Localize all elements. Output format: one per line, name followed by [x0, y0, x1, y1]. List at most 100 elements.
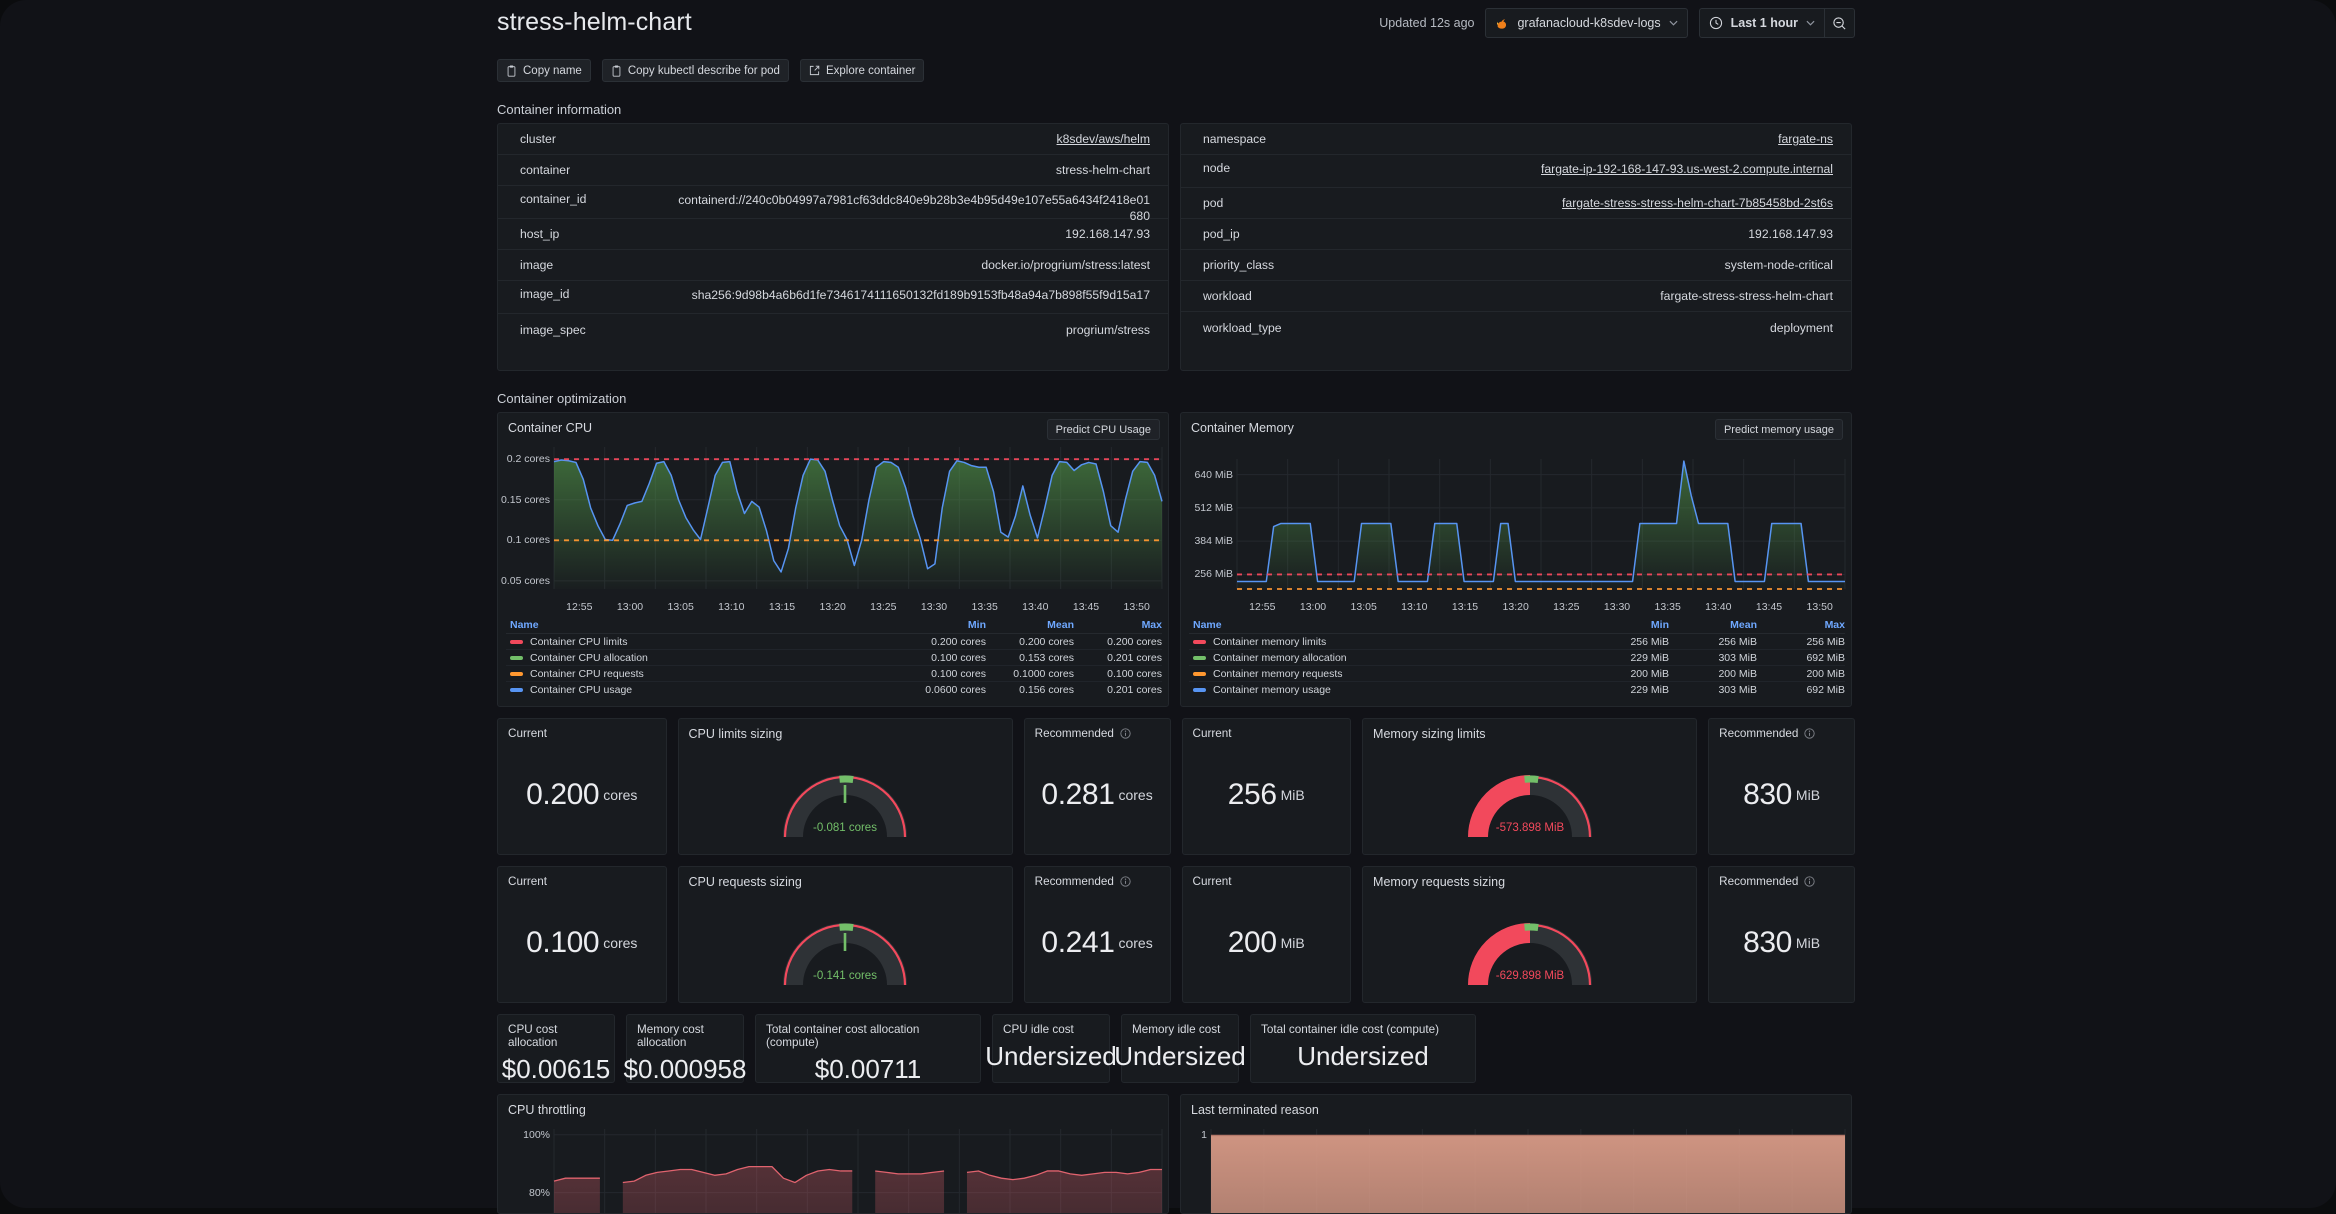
legend-row[interactable]: Container CPU limits 0.200 cores 0.200 cor… [506, 634, 1162, 650]
legend-value-mean: 200 MiB [1718, 667, 1757, 680]
table-cell-value[interactable]: fargate-ns [1356, 131, 1851, 147]
x-axis-tick-label: 13:45 [1755, 601, 1783, 613]
table-cell-key: image_spec [520, 322, 586, 337]
info-circle-icon[interactable] [1804, 876, 1816, 887]
cpu-requests-recommended-value-wrap: 0.241 cores [1025, 888, 1170, 997]
memory-limits-current-unit: MiB [1280, 786, 1305, 803]
info-circle-icon[interactable] [1120, 876, 1131, 887]
legend-row[interactable]: Container CPU requests 0.100 cores 0.1000 … [506, 666, 1162, 682]
legend-color-swatch [1193, 688, 1206, 692]
series-area [554, 1178, 600, 1213]
cpu-throttling-title: CPU throttling [508, 1103, 586, 1117]
legend-series-name[interactable]: Container memory limits [1189, 636, 1581, 648]
clipboard-icon [507, 65, 516, 77]
info-circle-icon[interactable] [1804, 728, 1816, 739]
legend-col-mean[interactable]: Mean [1047, 619, 1074, 631]
legend-row[interactable]: Container CPU allocation 0.100 cores 0.153… [506, 650, 1162, 666]
table-cell-key: image [520, 258, 554, 272]
recommended-label: Recommended [1034, 727, 1114, 740]
legend-series-name[interactable]: Container CPU requests [506, 668, 898, 680]
memory-limits-current-value-wrap: 256 MiB [1183, 740, 1351, 849]
cpu-throttling-plot: 60%80%100% [498, 1121, 1168, 1213]
legend-row[interactable]: Container memory usage 229 MiB 303 MiB 692 … [1189, 682, 1845, 698]
x-axis-tick-label: 13:25 [870, 601, 897, 613]
header-controls: Updated 12s ago grafanacloud-k8sdev-logs… [1379, 8, 1855, 38]
current-label: Current [508, 727, 547, 740]
cpu-requests-current-value-wrap: 0.100 cores [498, 888, 666, 997]
cpu-cost-allocation-value: $0.00615 [501, 1054, 611, 1084]
table-cell-key: pod_ip [1203, 227, 1240, 241]
table-cell-key: host_ip [520, 227, 560, 241]
cpu-limits-recommended-unit: cores [1118, 786, 1153, 803]
time-range-group: Last 1 hour [1698, 8, 1855, 38]
table-cell-value[interactable]: k8sdev/aws/helm [673, 131, 1168, 147]
datasource-picker[interactable]: grafanacloud-k8sdev-logs [1485, 8, 1688, 38]
x-axis-tick-label: 13:05 [667, 601, 694, 613]
cpu-requests-current-unit: cores [603, 934, 638, 951]
legend-col-name[interactable]: Name [1193, 619, 1222, 631]
cpu-limits-gauge: -0.081 cores [765, 741, 925, 853]
memory-requests-recommended-value-wrap: 830 MiB [1709, 888, 1854, 997]
legend-series-label: Container memory usage [1213, 684, 1331, 696]
table-cell-value[interactable]: fargate-stress-stress-helm-chart-7b85458… [1356, 195, 1851, 211]
legend-value-max: 200 MiB [1806, 667, 1845, 680]
memory-requests-sizing-panel: Memory requests sizing -629.898 MiB [1362, 866, 1698, 1003]
copy-name-button[interactable]: Copy name [497, 59, 591, 82]
memory-requests-sizing-title: Memory requests sizing [1373, 875, 1506, 889]
gauge-arc [839, 923, 854, 932]
legend-series-name[interactable]: Container memory usage [1189, 684, 1581, 696]
legend-row[interactable]: Container memory allocation 229 MiB 303 Mi… [1189, 650, 1845, 666]
series-line [966, 1168, 1162, 1181]
legend-row[interactable]: Container CPU usage 0.0600 cores 0.156 cor… [506, 682, 1162, 698]
legend-series-name[interactable]: Container memory requests [1189, 668, 1581, 680]
memory-cost-allocation-value-wrap: $0.000958 [624, 1049, 747, 1090]
legend-series-name[interactable]: Container memory allocation [1189, 652, 1581, 664]
copy-kubectl-describe-button[interactable]: Copy kubectl describe for pod [601, 59, 789, 82]
time-range-picker[interactable]: Last 1 hour [1698, 8, 1824, 38]
legend-series-name[interactable]: Container CPU limits [506, 636, 898, 648]
legend-col-max[interactable]: Max [1141, 619, 1162, 631]
table-cell-link[interactable]: fargate-stress-stress-helm-chart-7b85458… [1562, 196, 1833, 210]
search-minus-icon [1833, 16, 1846, 30]
total-container-cost-allocation-value: $0.00711 [814, 1054, 922, 1084]
predict-cpu-usage-label: Predict CPU Usage [1055, 423, 1151, 436]
total-container-idle-cost-value-wrap: Undersized [1251, 1036, 1475, 1077]
bottom-charts-row: CPU throttling 60%80%100% Last terminate… [497, 1094, 1855, 1214]
cpu-requests-sizing-panel: CPU requests sizing -0.141 cores [677, 866, 1013, 1003]
legend-series-name[interactable]: Container CPU allocation [506, 652, 898, 664]
y-axis-tick-label: 512 MiB [1194, 501, 1233, 514]
total-container-cost-allocation-value-wrap: $0.00711 [756, 1049, 980, 1090]
container-info-left-table: cluster k8sdev/aws/helm container stress-he… [498, 124, 1168, 345]
optimization-charts-row: Container CPU Predict CPU Usage 0.05 cor… [497, 412, 1855, 707]
table-row: workload_type deployment [1181, 312, 1851, 343]
legend-col-min[interactable]: Min [1650, 619, 1669, 631]
legend-value-max: 692 MiB [1806, 651, 1845, 664]
legend-col-name[interactable]: Name [510, 619, 539, 631]
legend-row[interactable]: Container memory requests 200 MiB 200 MiB 2… [1189, 666, 1845, 682]
cpu-limits-current-value-wrap: 0.200 cores [498, 740, 666, 849]
container-info-left-panel: cluster k8sdev/aws/helm container stress-he… [497, 123, 1169, 371]
legend-col-mean[interactable]: Mean [1730, 619, 1757, 631]
explore-container-button[interactable]: Explore container [799, 59, 925, 82]
cpu-limits-current-unit: cores [603, 786, 638, 803]
memory-limits-recommended-value-wrap: 830 MiB [1709, 740, 1854, 849]
table-cell-link[interactable]: fargate-ip-192-168-147-93.us-west-2.comp… [1541, 162, 1833, 176]
legend-value-mean: 303 MiB [1718, 684, 1757, 696]
legend-col-min[interactable]: Min [967, 619, 986, 631]
table-cell-value[interactable]: fargate-ip-192-168-147-93.us-west-2.comp… [1356, 161, 1851, 177]
gauge-value-text: -0.141 cores [813, 970, 877, 982]
zoom-out-time-range-button[interactable] [1824, 8, 1855, 38]
legend-row[interactable]: Container memory limits 256 MiB 256 MiB 256… [1189, 634, 1845, 650]
table-cell-link[interactable]: k8sdev/aws/helm [1056, 132, 1150, 146]
predict-cpu-usage-button[interactable]: Predict CPU Usage [1046, 419, 1160, 440]
legend-col-max[interactable]: Max [1824, 619, 1845, 631]
cpu-requests-current-panel: Current 0.100 cores [497, 866, 667, 1003]
legend-series-name[interactable]: Container CPU usage [506, 684, 898, 696]
x-axis-tick-label: 13:35 [1654, 601, 1681, 613]
predict-memory-usage-button[interactable]: Predict memory usage [1714, 419, 1843, 440]
table-cell-link[interactable]: fargate-ns [1778, 132, 1833, 146]
legend-header: Name Min Mean Max [506, 617, 1162, 634]
info-circle-icon[interactable] [1120, 728, 1131, 739]
memory-requests-current-panel: Current 200 MiB [1181, 866, 1352, 1003]
